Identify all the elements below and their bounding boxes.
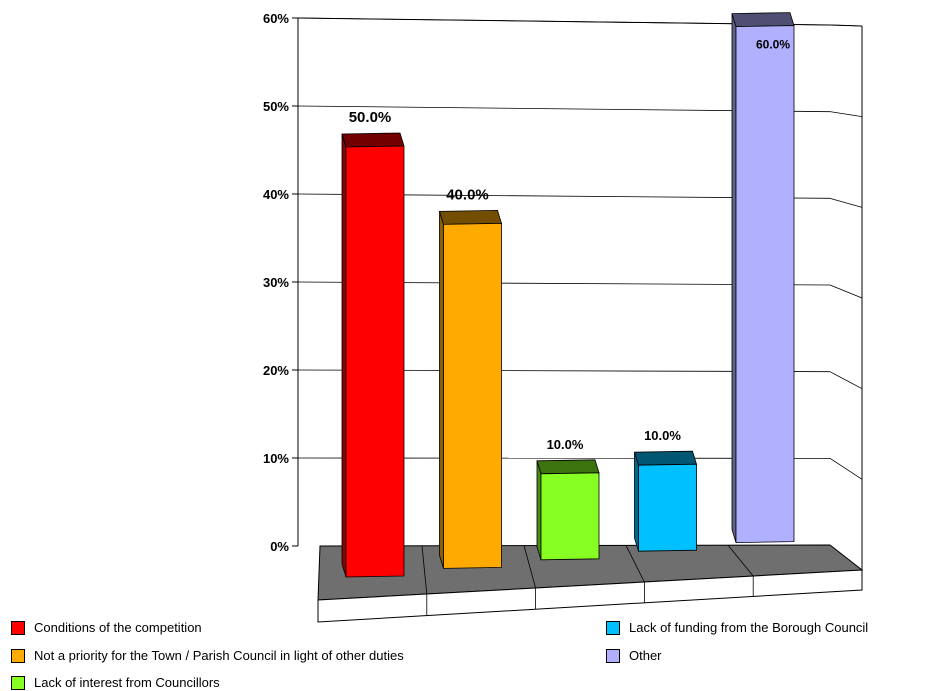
legend-item-other: Other [606,648,662,663]
legend-item-conditions: Conditions of the competition [11,620,202,635]
legend-swatch [606,648,620,663]
bars [341,12,795,578]
gridline-side [829,371,863,390]
data-label: 40.0% [446,186,489,203]
legend-label: Other [629,648,662,663]
y-tick-label: 10% [263,451,289,466]
floor-divider [727,544,754,577]
y-tick-label: 50% [263,99,289,114]
legend-label: Lack of funding from the Borough Council [629,620,869,635]
legend-item-lack-funding: Lack of funding from the Borough Council [606,620,868,635]
legend-label: Conditions of the competition [34,620,202,635]
bar-top [633,450,698,466]
floor-divider [523,545,536,589]
y-tick-label: 30% [263,275,289,290]
back-wall [298,18,862,570]
gridline-side [829,457,863,480]
legend-swatch [11,675,25,690]
bar-front [345,145,405,578]
bar-side [341,133,347,578]
legend-swatch [11,648,25,663]
bar-top [438,209,503,225]
legend-label: Not a priority for the Town / Parish Cou… [34,648,404,663]
y-tick-label: 40% [263,187,289,202]
floor-divider [625,545,645,583]
bar-side [536,460,542,560]
bar-top [536,459,600,475]
bar-front [443,222,502,569]
bar-front [735,25,795,544]
floor-front [317,569,863,623]
legend-label: Lack of interest from Councillors [34,675,220,690]
bar-top [341,132,405,148]
bar-side [731,13,737,543]
bar-side [439,211,444,569]
bar [536,459,600,561]
bar [438,209,503,569]
y-tick-label: 60% [263,11,289,26]
bar-front [540,472,600,561]
bar [731,12,795,544]
bar-top [731,12,795,28]
floor-divider [421,545,428,595]
legend-item-lack-interest: Lack of interest from Councillors [11,675,220,690]
data-labels: 50.0% 40.0% 10.0% 10.0% 60.0% [349,38,791,452]
data-label: 60.0% [756,38,790,52]
bar [341,132,405,578]
bar-front [638,463,697,552]
y-tick-label: 20% [263,363,289,378]
legend-swatch [606,620,620,635]
bar-side [634,452,639,552]
data-label: 10.0% [547,437,584,452]
gridline-side [829,111,863,118]
legend-item-not-priority: Not a priority for the Town / Parish Cou… [11,648,404,663]
bar [633,450,698,552]
gridline-side [829,197,863,208]
gridline-side [829,284,863,299]
legend-swatch [11,620,25,635]
data-label: 10.0% [644,428,681,443]
data-label: 50.0% [349,109,392,126]
top-wall-edge [829,24,863,27]
y-axis-ticks: 0% 10% 20% 30% 40% 50% 60% [263,11,298,554]
y-tick-label: 0% [270,539,289,554]
